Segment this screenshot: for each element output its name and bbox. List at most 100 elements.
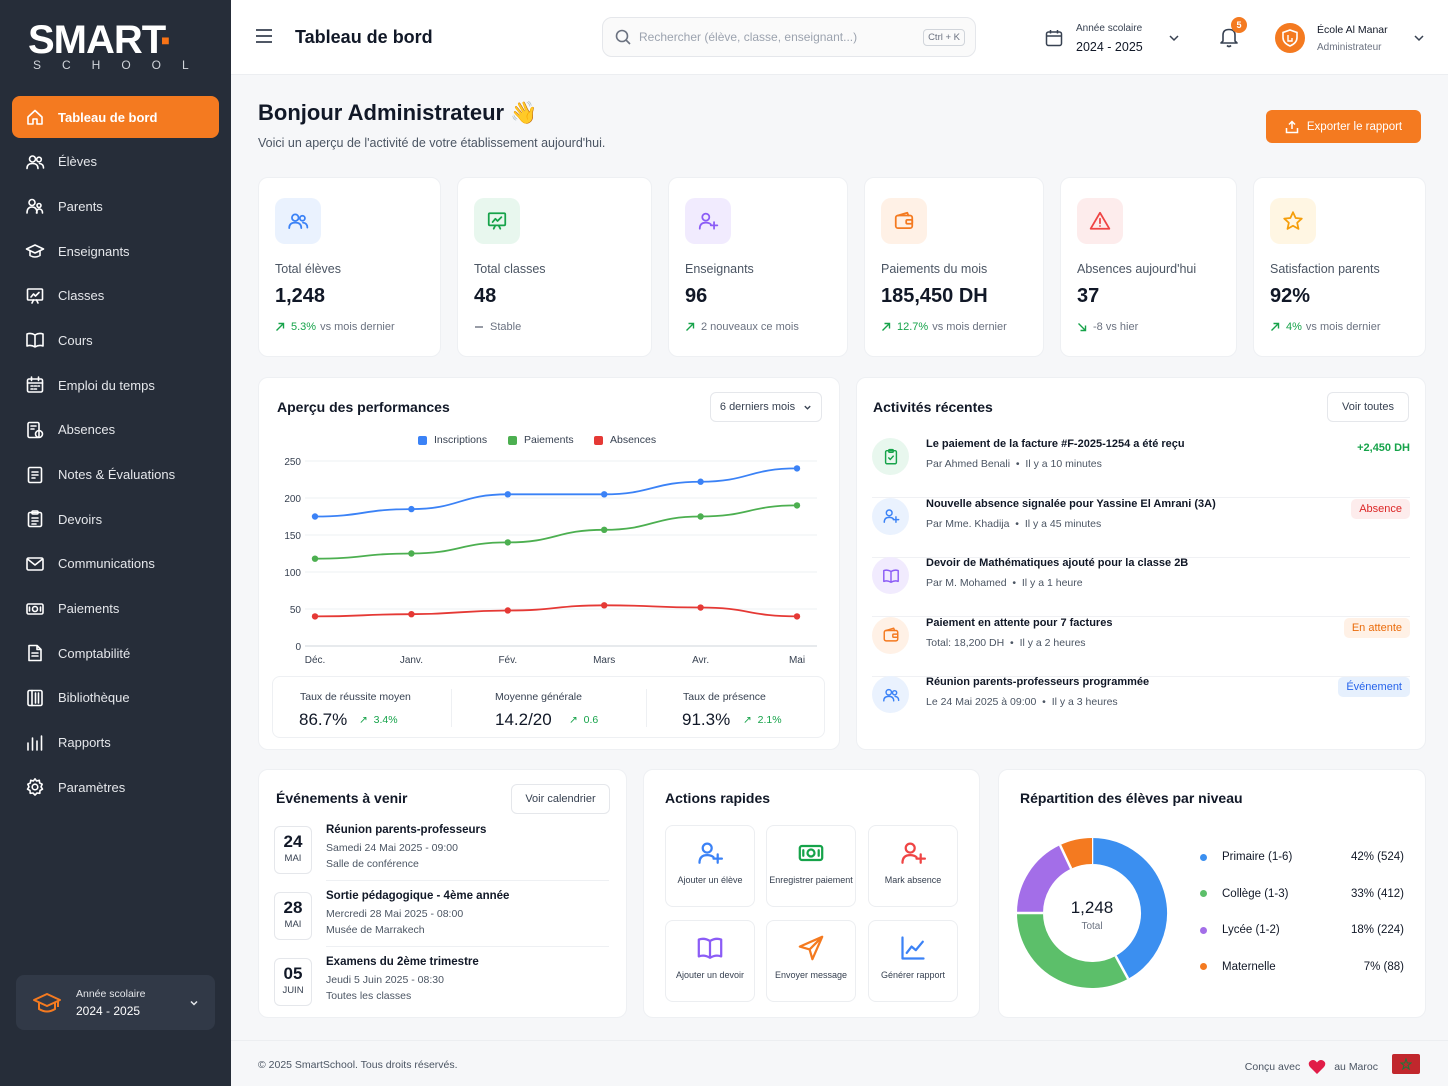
kpi-item: Taux de réussite moyen 86.7% ↗ 3.4% — [273, 677, 826, 739]
activity-title: Réunion parents-professeurs programmée — [926, 676, 1150, 688]
legend-item: Paiements — [508, 434, 574, 446]
kpi-divider — [646, 689, 647, 727]
year-value: 2024 - 2025 — [1076, 39, 1143, 54]
kpi-delta-value: 0.6 — [583, 714, 599, 726]
top-header: Tableau de bord Ctrl + K Année scolaire … — [231, 0, 1448, 75]
sidebar-item-8[interactable]: Notes & Évaluations — [12, 454, 219, 496]
trend-up-icon — [1271, 322, 1280, 331]
user-absence-icon — [901, 842, 927, 864]
school-account-menu[interactable]: École Al Manar Administrateur — [1275, 18, 1425, 58]
line-chart-icon — [901, 936, 925, 960]
view-all-activities-button[interactable]: Voir toutes — [1327, 392, 1409, 422]
stat-card[interactable]: Satisfaction parents 92% 4% vs mois derni… — [1253, 177, 1426, 357]
distribution-legend-row: Maternelle 7% (88) — [1200, 961, 1404, 973]
school-avatar — [1275, 23, 1305, 53]
legend-item: Absences — [594, 434, 656, 446]
sidebar-item-3[interactable]: Enseignants — [12, 230, 219, 272]
donut-separator — [1058, 844, 1073, 870]
sidebar-item-7[interactable]: Absences — [12, 409, 219, 451]
view-calendar-button[interactable]: Voir calendrier — [511, 784, 610, 814]
quick-action-button[interactable]: Mark absence — [868, 825, 958, 907]
donut-total: 1,248 — [1070, 898, 1114, 917]
nav-icon-wrap — [25, 286, 45, 306]
stat-note: vs mois dernier — [1305, 321, 1381, 333]
calendar-icon — [26, 376, 44, 393]
sidebar-item-2[interactable]: Parents — [12, 185, 219, 227]
mail-icon — [26, 557, 44, 571]
distribution-swatch — [1200, 853, 1207, 861]
activity-item[interactable]: Le paiement de la facture #F-2025-1254 a… — [872, 438, 1410, 498]
stat-card[interactable]: Absences aujourd'hui 37 -8 vs hier — [1060, 177, 1237, 357]
quick-action-label: Enregistrer paiement — [769, 875, 853, 885]
sidebar-item-6[interactable]: Emploi du temps — [12, 364, 219, 406]
stat-card[interactable]: Enseignants 96 2 nouveaux ce mois — [668, 177, 848, 357]
event-item[interactable]: 28 MAI Sortie pédagogique - 4ème année M… — [274, 890, 609, 948]
activity-item[interactable]: Nouvelle absence signalée pour Yassine E… — [872, 497, 1410, 558]
donut-slice — [1091, 838, 1167, 979]
x-tick-label: Mars — [593, 655, 615, 666]
event-day: 24 — [283, 832, 303, 851]
activity-icon-box — [872, 676, 909, 713]
bell-icon[interactable] — [1219, 26, 1239, 48]
users-icon — [288, 213, 309, 230]
kpi-value: 14.2/20 — [495, 710, 552, 729]
footer-made-a: Conçu avec — [1244, 1061, 1301, 1073]
activity-status-badge: En attente — [1343, 617, 1410, 638]
quick-action-button[interactable]: Envoyer message — [766, 920, 856, 1002]
sidebar-item-15[interactable]: Paramètres — [12, 766, 219, 808]
sidebar-item-13[interactable]: Bibliothèque — [12, 677, 219, 719]
hamburger-menu-icon[interactable] — [255, 28, 273, 44]
stat-change: 5.3% — [291, 321, 317, 333]
trend-up-icon — [276, 322, 285, 331]
logo-accent: ■ — [161, 32, 170, 48]
sidebar-item-11[interactable]: Paiements — [12, 588, 219, 630]
stat-trend: -8 vs hier — [1077, 321, 1138, 333]
activity-item[interactable]: Paiement en attente pour 7 factures Tota… — [872, 616, 1410, 677]
stat-card[interactable]: Total élèves 1,248 5.3% vs mois dernier — [258, 177, 441, 357]
quick-action-button[interactable]: Ajouter un élève — [665, 825, 755, 907]
sidebar-item-5[interactable]: Cours — [12, 319, 219, 361]
event-month: JUIN — [282, 985, 304, 996]
stat-change: 12.7% — [897, 321, 929, 333]
quick-action-button[interactable]: Générer rapport — [868, 920, 958, 1002]
sidebar-year-selector[interactable]: Année scolaire 2024 - 2025 — [16, 975, 215, 1030]
stat-card[interactable]: Total classes 48 Stable — [457, 177, 652, 357]
sidebar-item-4[interactable]: Classes — [12, 275, 219, 317]
sidebar-item-label: Notes & Évaluations — [58, 467, 176, 482]
sidebar-item-14[interactable]: Rapports — [12, 722, 219, 764]
activity-item[interactable]: Réunion parents-professeurs programmée L… — [872, 676, 1410, 736]
footer-made-b: au Maroc — [1334, 1061, 1378, 1073]
period-dropdown[interactable]: 6 derniers mois — [710, 392, 822, 422]
trend-down-icon — [1078, 323, 1087, 332]
y-tick-label: 250 — [284, 457, 301, 468]
search-box[interactable]: Ctrl + K — [602, 17, 976, 57]
y-tick-label: 0 — [295, 642, 301, 653]
legend-swatch — [418, 435, 427, 445]
sidebar: SMART■ SCHOOL Tableau de bord Élèves Paren… — [0, 0, 231, 1086]
school-year-selector[interactable]: Année scolaire 2024 - 2025 — [1045, 18, 1180, 58]
activity-time: Il y a 1 heure — [1021, 577, 1083, 589]
sidebar-item-9[interactable]: Devoirs — [12, 498, 219, 540]
search-input[interactable] — [639, 30, 909, 44]
sidebar-item-10[interactable]: Communications — [12, 543, 219, 585]
series-line-1 — [314, 504, 798, 560]
stat-label: Total élèves — [275, 262, 342, 276]
sidebar-item-12[interactable]: Comptabilité — [12, 632, 219, 674]
data-point — [408, 505, 415, 513]
event-item[interactable]: 05 JUIN Examens du 2ème trimestre Jeudi … — [274, 956, 609, 1014]
export-report-button[interactable]: Exporter le rapport — [1266, 110, 1421, 143]
distribution-level: Primaire (1-6) — [1222, 851, 1293, 863]
activity-item[interactable]: Devoir de Mathématiques ajouté pour la c… — [872, 557, 1410, 617]
nav-icon-wrap — [25, 375, 45, 395]
stat-card[interactable]: Paiements du mois 185,450 DH 12.7% vs moi… — [864, 177, 1044, 357]
sidebar-item-1[interactable]: Élèves — [12, 141, 219, 183]
nav-icon-wrap — [25, 643, 45, 663]
event-divider — [326, 946, 609, 947]
quick-action-button[interactable]: Enregistrer paiement — [766, 825, 856, 907]
event-title: Examens du 2ème trimestre — [326, 956, 479, 968]
sidebar-item-0[interactable]: Tableau de bord — [12, 96, 219, 138]
event-item[interactable]: 24 MAI Réunion parents-professeurs Samed… — [274, 824, 609, 882]
sidebar-item-label: Parents — [58, 198, 103, 214]
quick-action-button[interactable]: Ajouter un devoir — [665, 920, 755, 1002]
heart-icon — [1308, 1060, 1326, 1074]
